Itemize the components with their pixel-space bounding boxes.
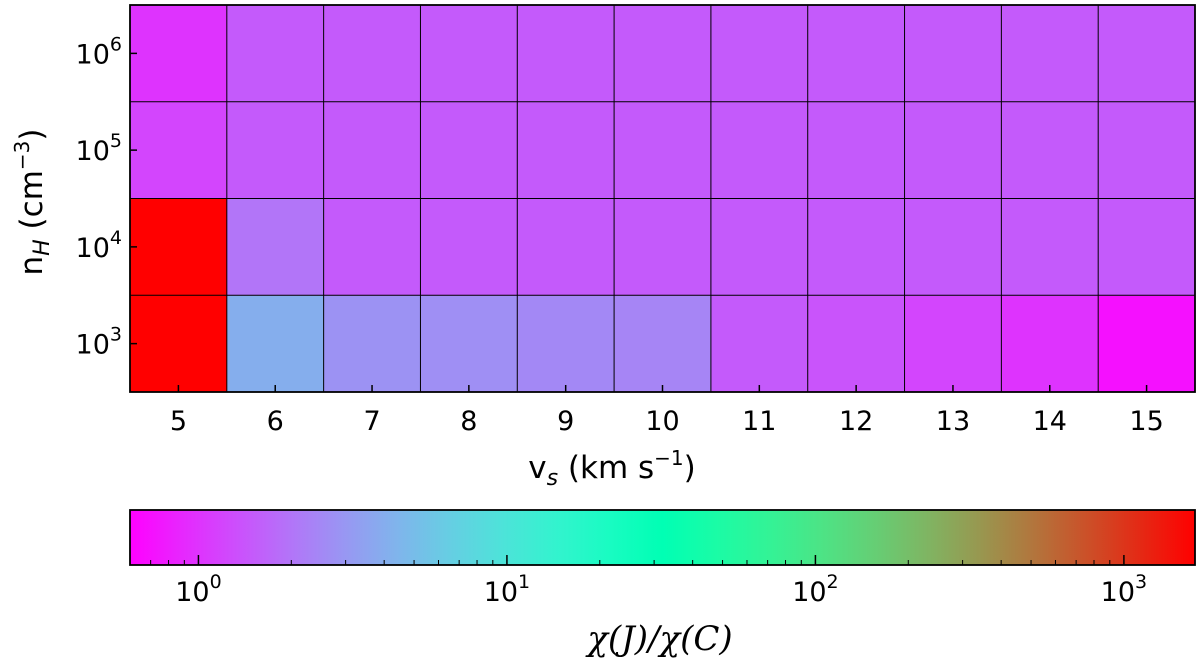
heatmap-cell	[904, 295, 1002, 393]
y-tick-label: 104	[76, 227, 122, 264]
colorbar-ticks	[129, 555, 1125, 565]
x-axis-label-sub: s	[547, 466, 558, 491]
heatmap-cell	[614, 295, 712, 393]
x-axis-label-units: (km s	[558, 450, 654, 486]
x-tick-labels: 5 6 7 8 9 10 11 12 13 14 15	[170, 406, 1164, 437]
y-tick-label: 106	[76, 33, 122, 70]
y-axis-label-main: n	[14, 256, 50, 276]
heatmap-cell	[517, 5, 615, 103]
colorbar-label: χ(J)/χ(C)	[585, 619, 732, 659]
heatmap-cell	[614, 101, 712, 199]
heatmap-cell	[323, 295, 421, 393]
heatmap-cell	[1001, 295, 1099, 393]
heatmap-frame	[129, 4, 1196, 393]
y-axis-label-units: (cm	[14, 170, 50, 239]
heatmap-cells	[130, 5, 1196, 393]
heatmap-cell	[1001, 5, 1099, 103]
colorbar-tick-label: 103	[1101, 571, 1147, 608]
colorbar-tick-labels: 100 101 102 103	[175, 571, 1147, 608]
x-axis-label-close: )	[684, 450, 696, 486]
heatmap-cell	[226, 198, 325, 296]
heatmap-cell	[226, 295, 325, 393]
heatmap-cell	[130, 5, 228, 103]
colorbar-tick-label: 102	[792, 571, 838, 608]
heatmap-cell	[614, 198, 712, 296]
x-tick-label: 14	[1033, 406, 1067, 437]
heatmap-cell	[710, 101, 809, 199]
x-axis-label-sup: −1	[654, 446, 683, 470]
heatmap-cell	[1001, 101, 1099, 199]
heatmap-cell	[1001, 198, 1099, 296]
heatmap-cell	[1098, 101, 1196, 199]
x-tick-label: 9	[557, 406, 574, 437]
heatmap-cell	[710, 198, 809, 296]
heatmap-cell	[323, 5, 421, 103]
heatmap-ticks	[130, 52, 1148, 392]
heatmap-cell	[1098, 198, 1196, 296]
y-tick-label: 105	[76, 130, 122, 167]
x-tick-label: 10	[645, 406, 679, 437]
x-axis-label: vs (km s−1)	[528, 446, 696, 491]
heatmap-cell	[807, 5, 906, 103]
y-tick-label: 103	[76, 324, 122, 361]
heatmap-cell	[1098, 295, 1196, 393]
heatmap-cell	[226, 101, 325, 199]
heatmap-cell	[517, 198, 615, 296]
heatmap-cell	[904, 101, 1002, 199]
heatmap-cell	[517, 101, 615, 199]
x-tick-label: 6	[267, 406, 284, 437]
heatmap-cell	[904, 198, 1002, 296]
x-tick-label: 7	[363, 406, 380, 437]
y-axis-label-sup: −3	[10, 141, 34, 170]
y-axis-label-close: )	[14, 129, 50, 141]
heatmap-cell	[130, 295, 228, 393]
heatmap-cell	[130, 198, 228, 296]
heatmap-cell	[614, 5, 712, 103]
x-tick-label: 11	[742, 406, 776, 437]
x-tick-label: 12	[839, 406, 873, 437]
x-tick-label: 8	[460, 406, 477, 437]
heatmap-cell	[420, 295, 518, 393]
heatmap-cell	[807, 295, 906, 393]
colorbar-tick-label: 100	[175, 571, 221, 608]
heatmap-grid	[130, 5, 1195, 392]
colorbar	[129, 509, 1196, 566]
heatmap-cell	[323, 198, 421, 296]
heatmap-cell	[420, 5, 518, 103]
heatmap-cell	[1098, 5, 1196, 103]
y-axis-label-sub: H	[30, 239, 55, 256]
x-tick-label: 13	[936, 406, 970, 437]
heatmap-cell	[517, 295, 615, 393]
x-axis-label-main: v	[528, 450, 546, 486]
heatmap-cell	[904, 5, 1002, 103]
x-tick-label: 5	[170, 406, 187, 437]
colorbar-tick-label: 101	[484, 571, 530, 608]
y-tick-labels: 103 104 105 106	[76, 33, 122, 360]
heatmap-cell	[710, 295, 809, 393]
heatmap-cell	[807, 198, 906, 296]
y-axis-label: nH (cm−3)	[10, 129, 55, 276]
heatmap-cell	[420, 198, 518, 296]
heatmap-cell	[323, 101, 421, 199]
heatmap-cell	[710, 5, 809, 103]
heatmap-cell	[420, 101, 518, 199]
heatmap-cell	[130, 101, 228, 199]
x-tick-label: 15	[1129, 406, 1163, 437]
heatmap-cell	[807, 101, 906, 199]
heatmap-cell	[226, 5, 325, 103]
